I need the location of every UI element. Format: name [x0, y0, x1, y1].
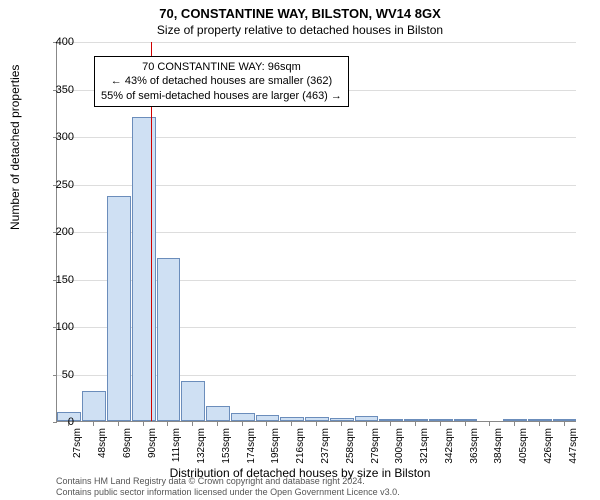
xtick-mark	[266, 422, 267, 426]
xtick-mark	[217, 422, 218, 426]
ytick-label: 100	[34, 321, 74, 333]
bar	[256, 415, 280, 421]
bar	[553, 419, 577, 421]
xtick-mark	[366, 422, 367, 426]
xtick-mark	[118, 422, 119, 426]
bar	[305, 417, 329, 421]
xtick-label: 258sqm	[345, 428, 356, 464]
title-main: 70, CONSTANTINE WAY, BILSTON, WV14 8GX	[0, 0, 600, 21]
xtick-mark	[242, 422, 243, 426]
xtick-label: 132sqm	[196, 428, 207, 464]
xtick-mark	[415, 422, 416, 426]
bar	[503, 419, 527, 421]
ytick-label: 50	[34, 369, 74, 381]
gridline	[57, 42, 576, 43]
ytick-label: 200	[34, 226, 74, 238]
xtick-label: 405sqm	[518, 428, 529, 464]
xtick-label: 384sqm	[493, 428, 504, 464]
bar	[82, 391, 106, 421]
bar	[157, 258, 181, 421]
xtick-mark	[143, 422, 144, 426]
bar	[231, 413, 255, 421]
bar	[107, 196, 131, 421]
xtick-mark	[465, 422, 466, 426]
bar	[206, 406, 230, 421]
y-axis-label: Number of detached properties	[8, 65, 22, 230]
xtick-label: 321sqm	[419, 428, 430, 464]
xtick-label: 363sqm	[469, 428, 480, 464]
info-line-3: 55% of semi-detached houses are larger (…	[101, 89, 342, 103]
xtick-label: 279sqm	[370, 428, 381, 464]
ytick-label: 250	[34, 179, 74, 191]
xtick-mark	[192, 422, 193, 426]
bar	[528, 419, 552, 421]
xtick-mark	[514, 422, 515, 426]
xtick-label: 447sqm	[568, 428, 579, 464]
info-box: 70 CONSTANTINE WAY: 96sqm ← 43% of detac…	[94, 56, 349, 107]
footer: Contains HM Land Registry data © Crown c…	[56, 476, 400, 498]
xtick-label: 426sqm	[543, 428, 554, 464]
ytick-label: 0	[34, 416, 74, 428]
bar	[454, 419, 478, 421]
bar	[181, 381, 205, 421]
xtick-label: 69sqm	[122, 428, 133, 458]
xtick-mark	[291, 422, 292, 426]
xtick-mark	[390, 422, 391, 426]
xtick-mark	[93, 422, 94, 426]
footer-line-2: Contains public sector information licen…	[56, 487, 400, 498]
ytick-label: 350	[34, 84, 74, 96]
xtick-mark	[564, 422, 565, 426]
chart-area: 70 CONSTANTINE WAY: 96sqm ← 43% of detac…	[56, 42, 576, 422]
footer-line-1: Contains HM Land Registry data © Crown c…	[56, 476, 400, 487]
xtick-label: 111sqm	[171, 428, 182, 462]
bar	[330, 418, 354, 421]
bar	[132, 117, 156, 421]
xtick-label: 27sqm	[72, 428, 83, 458]
info-line-1: 70 CONSTANTINE WAY: 96sqm	[101, 60, 342, 74]
xtick-label: 342sqm	[444, 428, 455, 464]
ytick-label: 300	[34, 131, 74, 143]
ytick-label: 400	[34, 36, 74, 48]
bar	[404, 419, 428, 421]
bar	[280, 417, 304, 421]
xtick-mark	[316, 422, 317, 426]
xtick-label: 153sqm	[221, 428, 232, 464]
xtick-mark	[489, 422, 490, 426]
xtick-label: 48sqm	[97, 428, 108, 458]
xtick-label: 195sqm	[270, 428, 281, 464]
bar	[355, 416, 379, 421]
xtick-mark	[539, 422, 540, 426]
xtick-label: 300sqm	[394, 428, 405, 464]
xtick-label: 216sqm	[295, 428, 306, 464]
title-sub: Size of property relative to detached ho…	[0, 21, 600, 37]
bar	[429, 419, 453, 421]
xtick-mark	[440, 422, 441, 426]
xtick-label: 90sqm	[147, 428, 158, 458]
info-line-2: ← 43% of detached houses are smaller (36…	[101, 74, 342, 88]
xtick-mark	[167, 422, 168, 426]
bar	[379, 419, 403, 421]
xtick-label: 237sqm	[320, 428, 331, 464]
xtick-mark	[341, 422, 342, 426]
xtick-label: 174sqm	[246, 428, 257, 464]
ytick-label: 150	[34, 274, 74, 286]
